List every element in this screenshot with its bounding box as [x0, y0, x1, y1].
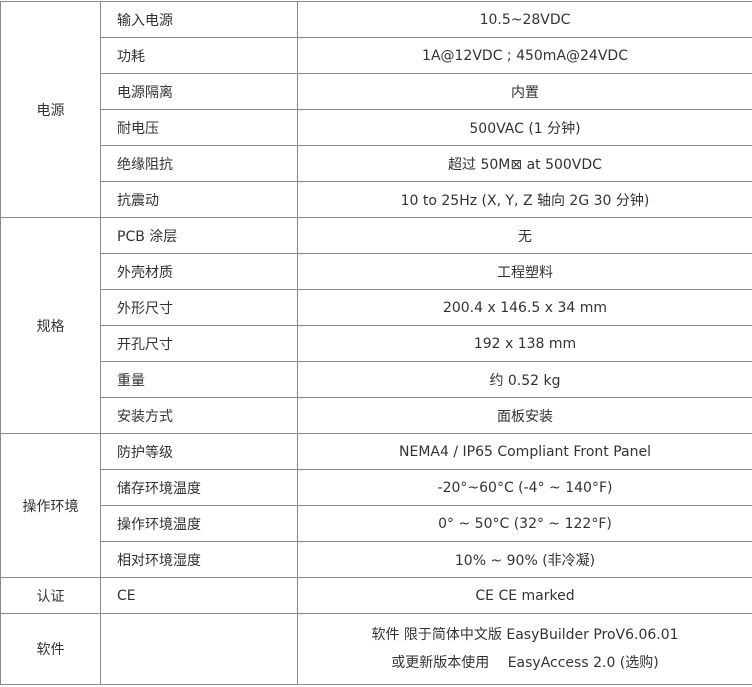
spec-value: 192 x 138 mm [297, 325, 752, 362]
group-label: 电源 [0, 1, 101, 218]
spec-label: 电源隔离 [100, 73, 298, 110]
spec-value: -20°~60°C (-4° ~ 140°F) [297, 469, 752, 506]
group-label: 规格 [0, 217, 101, 434]
table-row: 规格 PCB 涂层无 [0, 217, 752, 434]
spec-value: 约 0.52 kg [297, 361, 752, 398]
spec-value: 200.4 x 146.5 x 34 mm [297, 289, 752, 326]
spec-value: 面板安装 [297, 397, 752, 434]
table-row: 重量约 0.52 kg [1, 361, 752, 398]
table-row: 功耗 1A@12VDC ; 450mA@24VDC [1, 37, 752, 74]
group-label: 操作环境 [0, 433, 101, 578]
spec-value: CE CE marked [297, 577, 752, 614]
spec-value-line: 或更新版本使用 EasyAccess 2.0 (选购) [391, 655, 659, 671]
spec-value-line: 软件 限于简体中文版 EasyBuilder ProV6.06.01 [371, 627, 679, 643]
spec-label: 输入电源 [100, 1, 298, 38]
table-row: 软件 软件 限于简体中文版 EasyBuilder ProV6.06.01 或更新版… [0, 613, 752, 685]
table-row: 安装方式 面板安装 [1, 397, 752, 434]
spec-value: 无 [297, 217, 752, 254]
group-label: 认证 [0, 577, 101, 614]
table-row: 耐电压 500VAC (1 分钟) [1, 109, 752, 146]
spec-value: 工程塑料 [297, 253, 752, 290]
table-row: 电源 输入电源 10.5~28VDC [0, 1, 752, 218]
table-row: 储存环境温度 -20°~60°C (-4° ~ 140°F) [1, 469, 752, 506]
table-row: 外壳材质 工程塑料 [1, 253, 752, 290]
table-row: 认证 CE CE CE marked [0, 577, 752, 614]
spec-value: 500VAC (1 分钟) [297, 109, 752, 146]
spec-label: 重量 [100, 361, 298, 398]
spec-label: 防护等级 [100, 433, 298, 470]
spec-label: PCB 涂层 [100, 217, 298, 254]
spec-value: 10 to 25Hz (X, Y, Z 轴向 2G 30 分钟) [297, 181, 752, 218]
spec-label: 安装方式 [100, 397, 298, 434]
table-row: 绝缘阻抗 超过 50M⊠ at 500VDC [1, 145, 752, 182]
spec-value: 超过 50M⊠ at 500VDC [297, 145, 752, 182]
spec-label [100, 613, 298, 685]
spec-label: 耐电压 [100, 109, 298, 146]
table-row: 操作环境 防护等级 NEMA4 / IP65 Compliant Front Pan… [0, 433, 752, 578]
spec-label: 外壳材质 [100, 253, 298, 290]
spec-label: 绝缘阻抗 [100, 145, 298, 182]
table-row: 外形尺寸 200.4 x 146.5 x 34 mm [1, 289, 752, 326]
spec-label: 操作环境温度 [100, 505, 298, 542]
spec-label: 开孔尺寸 [100, 325, 298, 362]
spec-value: 软件 限于简体中文版 EasyBuilder ProV6.06.01 或更新版本使… [297, 613, 752, 685]
spec-label: 外形尺寸 [100, 289, 298, 326]
table-row: 电源隔离 内置 [1, 73, 752, 110]
spec-label: 功耗 [100, 37, 298, 74]
spec-label: 相对环境湿度 [100, 541, 298, 578]
table-row: 相对环境湿度 10% ~ 90% (非冷凝) [1, 541, 752, 578]
spec-value: NEMA4 / IP65 Compliant Front Panel [297, 433, 752, 470]
spec-value: 10.5~28VDC [297, 1, 752, 38]
spec-value: 1A@12VDC ; 450mA@24VDC [297, 37, 752, 74]
table-row: 抗震动 10 to 25Hz (X, Y, Z 轴向 2G 30 分钟) [1, 181, 752, 218]
spec-label: 储存环境温度 [100, 469, 298, 506]
table-row: 开孔尺寸 192 x 138 mm [1, 325, 752, 362]
table-row: 操作环境温度 0° ~ 50°C (32° ~ 122°F) [1, 505, 752, 542]
group-label: 软件 [0, 613, 101, 685]
spec-label: 抗震动 [100, 181, 298, 218]
spec-label: CE [100, 577, 298, 614]
spec-value: 10% ~ 90% (非冷凝) [297, 541, 752, 578]
spec-value: 内置 [297, 73, 752, 110]
spec-value: 0° ~ 50°C (32° ~ 122°F) [297, 505, 752, 542]
